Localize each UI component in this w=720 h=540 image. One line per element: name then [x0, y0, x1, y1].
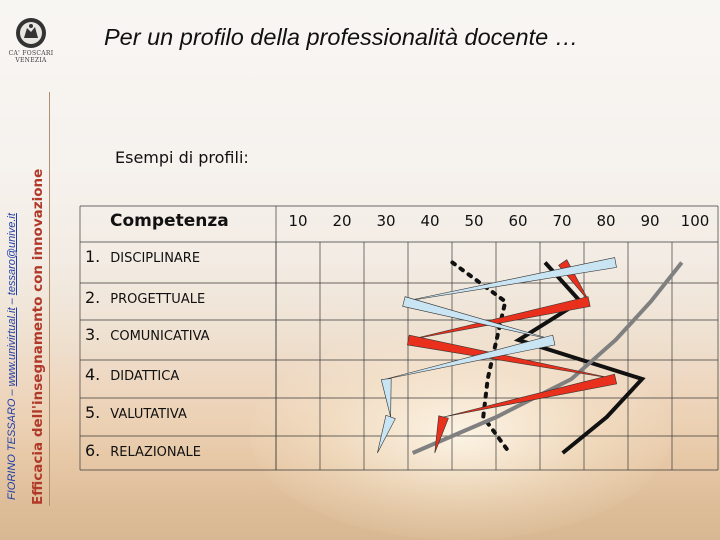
profile-segment-red-arrow	[408, 297, 590, 340]
profile-segment-lightblue-arrow	[403, 297, 554, 340]
profile-segment-red-arrow	[407, 335, 615, 379]
profile-lines	[377, 258, 681, 453]
profile-segment-red-arrow	[435, 416, 449, 453]
profile-segment-red-arrow	[444, 374, 617, 417]
grid	[80, 206, 718, 470]
profile-segment-lightblue-arrow	[377, 415, 395, 453]
